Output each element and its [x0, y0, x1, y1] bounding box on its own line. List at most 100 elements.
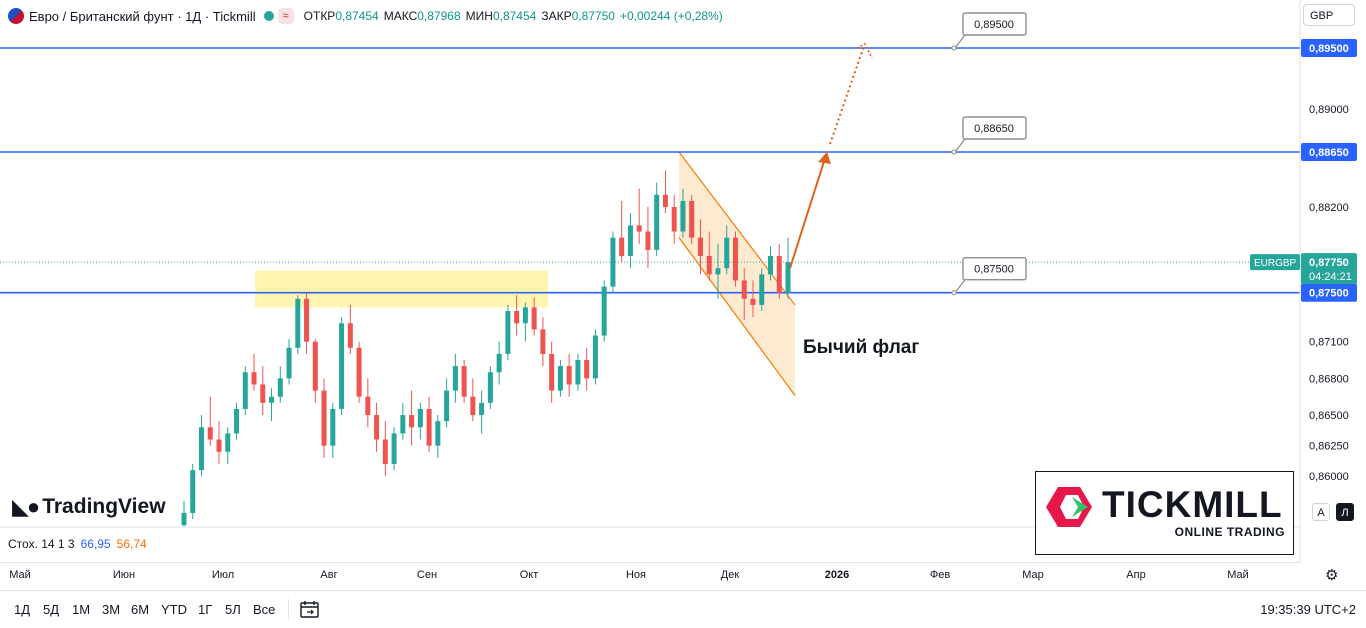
indicator-pill[interactable]: ≈ [277, 8, 294, 24]
level-axis-text: 0,87500 [1309, 288, 1349, 300]
candle-body [627, 225, 633, 256]
candle-body [470, 396, 476, 416]
countdown-text: 04:24:21 [1309, 271, 1352, 283]
level-callout-box [962, 116, 1027, 140]
candle-body [592, 335, 598, 379]
flag-channel-bottom [678, 237, 796, 396]
range-all-button[interactable]: Все [253, 602, 276, 617]
candle-body [251, 372, 257, 385]
candle-body [295, 298, 301, 348]
currency-pair-flag-icon [8, 8, 24, 24]
settings-gear-icon[interactable]: ⚙ [1325, 567, 1339, 584]
level-callout: 0,87500 [951, 257, 1027, 296]
candle-body [391, 433, 397, 464]
market-status-icon [263, 11, 274, 21]
projection-arrow-head [856, 42, 873, 59]
candle-body [242, 372, 248, 409]
candle-body [216, 439, 222, 452]
candle-body [461, 366, 467, 397]
change-value: +0,00244 (+0,28%) [619, 9, 723, 23]
candle-body [417, 408, 423, 428]
level-callout-anchor [951, 290, 957, 296]
candle-body [260, 384, 266, 403]
tickmill-name: TICKMILL [1102, 484, 1283, 525]
close-value: 0,87750 [571, 9, 615, 23]
range-1d-button[interactable]: 1Д [14, 602, 31, 617]
candle-body [277, 378, 283, 397]
candle-body [312, 341, 318, 391]
level-axis-badge [1301, 143, 1357, 161]
candle-body [225, 433, 231, 452]
auto-scale-button[interactable]: A [1312, 503, 1330, 521]
target-arrow-line [789, 151, 828, 269]
candle-body [435, 421, 441, 446]
time-label: Май [9, 569, 31, 581]
clock[interactable]: 19:35:39 UTC+2 [1260, 602, 1356, 617]
price-axis-tick: 0,86250 [1309, 441, 1349, 453]
candle-body [654, 194, 660, 250]
candle-body [636, 225, 642, 232]
candle-body [426, 408, 432, 446]
level-axis-badge [1301, 39, 1357, 57]
tradingview-logo-icon: ◣● [12, 494, 40, 519]
candle-body [584, 360, 590, 379]
stochastic-name: Стох. 14 1 3 [8, 537, 75, 551]
candle-body [347, 323, 353, 348]
time-label: Фев [929, 569, 951, 581]
range-3m-button[interactable]: 3М [102, 602, 121, 617]
level-axis-text: 0,89500 [1309, 43, 1349, 55]
candle-body [199, 427, 205, 471]
tradingview-logo[interactable]: ◣● TradingView [12, 494, 166, 520]
current-price-text: 0,87750 [1309, 257, 1349, 269]
price-axis-tick: 0,87100 [1309, 337, 1349, 349]
range-1y-button[interactable]: 1Г [198, 602, 213, 617]
candle-body [575, 360, 581, 385]
time-label: Апр [1126, 569, 1146, 581]
candle-body [680, 200, 686, 232]
range-ytd-button[interactable]: YTD [161, 602, 187, 617]
date-range-icon[interactable] [299, 599, 321, 619]
candle-body [452, 366, 458, 391]
candle-body [304, 298, 310, 342]
open-value: 0,87454 [335, 9, 379, 23]
level-callout: 0,88650 [951, 116, 1027, 155]
candle-body [619, 237, 625, 256]
candle-body [750, 298, 756, 305]
level-callout-text: 0,88650 [974, 123, 1014, 135]
stochastic-legend[interactable]: Стох. 14 1 3 66,95 56,74 [8, 537, 147, 551]
range-5d-button[interactable]: 5Д [43, 602, 60, 617]
candle-body [400, 415, 406, 434]
current-price-badge [1301, 253, 1357, 285]
close-label: ЗАКР [541, 9, 572, 23]
level-callout-anchor [951, 149, 957, 155]
candle-body [549, 353, 555, 391]
bottom-toolbar: 1Д 5Д 1М 3М 6М YTD 1Г 5Л Все 19:35:39 UT… [0, 590, 1366, 628]
stochastic-d-value: 56,74 [116, 537, 147, 551]
candle-body [514, 311, 520, 324]
level-axis-badge [1301, 283, 1357, 302]
candle-body [505, 311, 511, 354]
candle-body [365, 396, 371, 416]
range-1m-button[interactable]: 1М [72, 602, 91, 617]
candle-body [374, 415, 380, 440]
candle-body [610, 237, 616, 287]
currency-selector[interactable]: GBP [1303, 4, 1355, 26]
log-scale-button[interactable]: Л [1336, 503, 1354, 521]
candle-body [776, 256, 782, 293]
candle-body [356, 347, 362, 397]
resistance-zone [255, 270, 548, 308]
time-axis[interactable]: Май Июн Июл Авг Сен Окт Ноя Дек 2026 Фев… [0, 562, 1300, 589]
level-callout-text: 0,89500 [974, 19, 1014, 31]
candle-body [479, 402, 485, 416]
time-label: Окт [519, 569, 539, 581]
chart-canvas[interactable]: Бычий флаг 0,89500 0,88650 0,87500 0,89000 0,… [0, 0, 1366, 562]
candle-body [715, 268, 721, 275]
candle-body [540, 329, 546, 354]
tradingview-logo-text: TradingView [42, 495, 166, 518]
price-axis-tick: 0,86000 [1309, 471, 1349, 483]
range-6m-button[interactable]: 6М [131, 602, 150, 617]
candle-body [785, 262, 791, 293]
low-value: 0,87454 [492, 9, 537, 23]
symbol-title[interactable]: Евро / Британский фунт · 1Д · Tickmill [29, 8, 256, 24]
range-5y-button[interactable]: 5Л [225, 602, 241, 617]
